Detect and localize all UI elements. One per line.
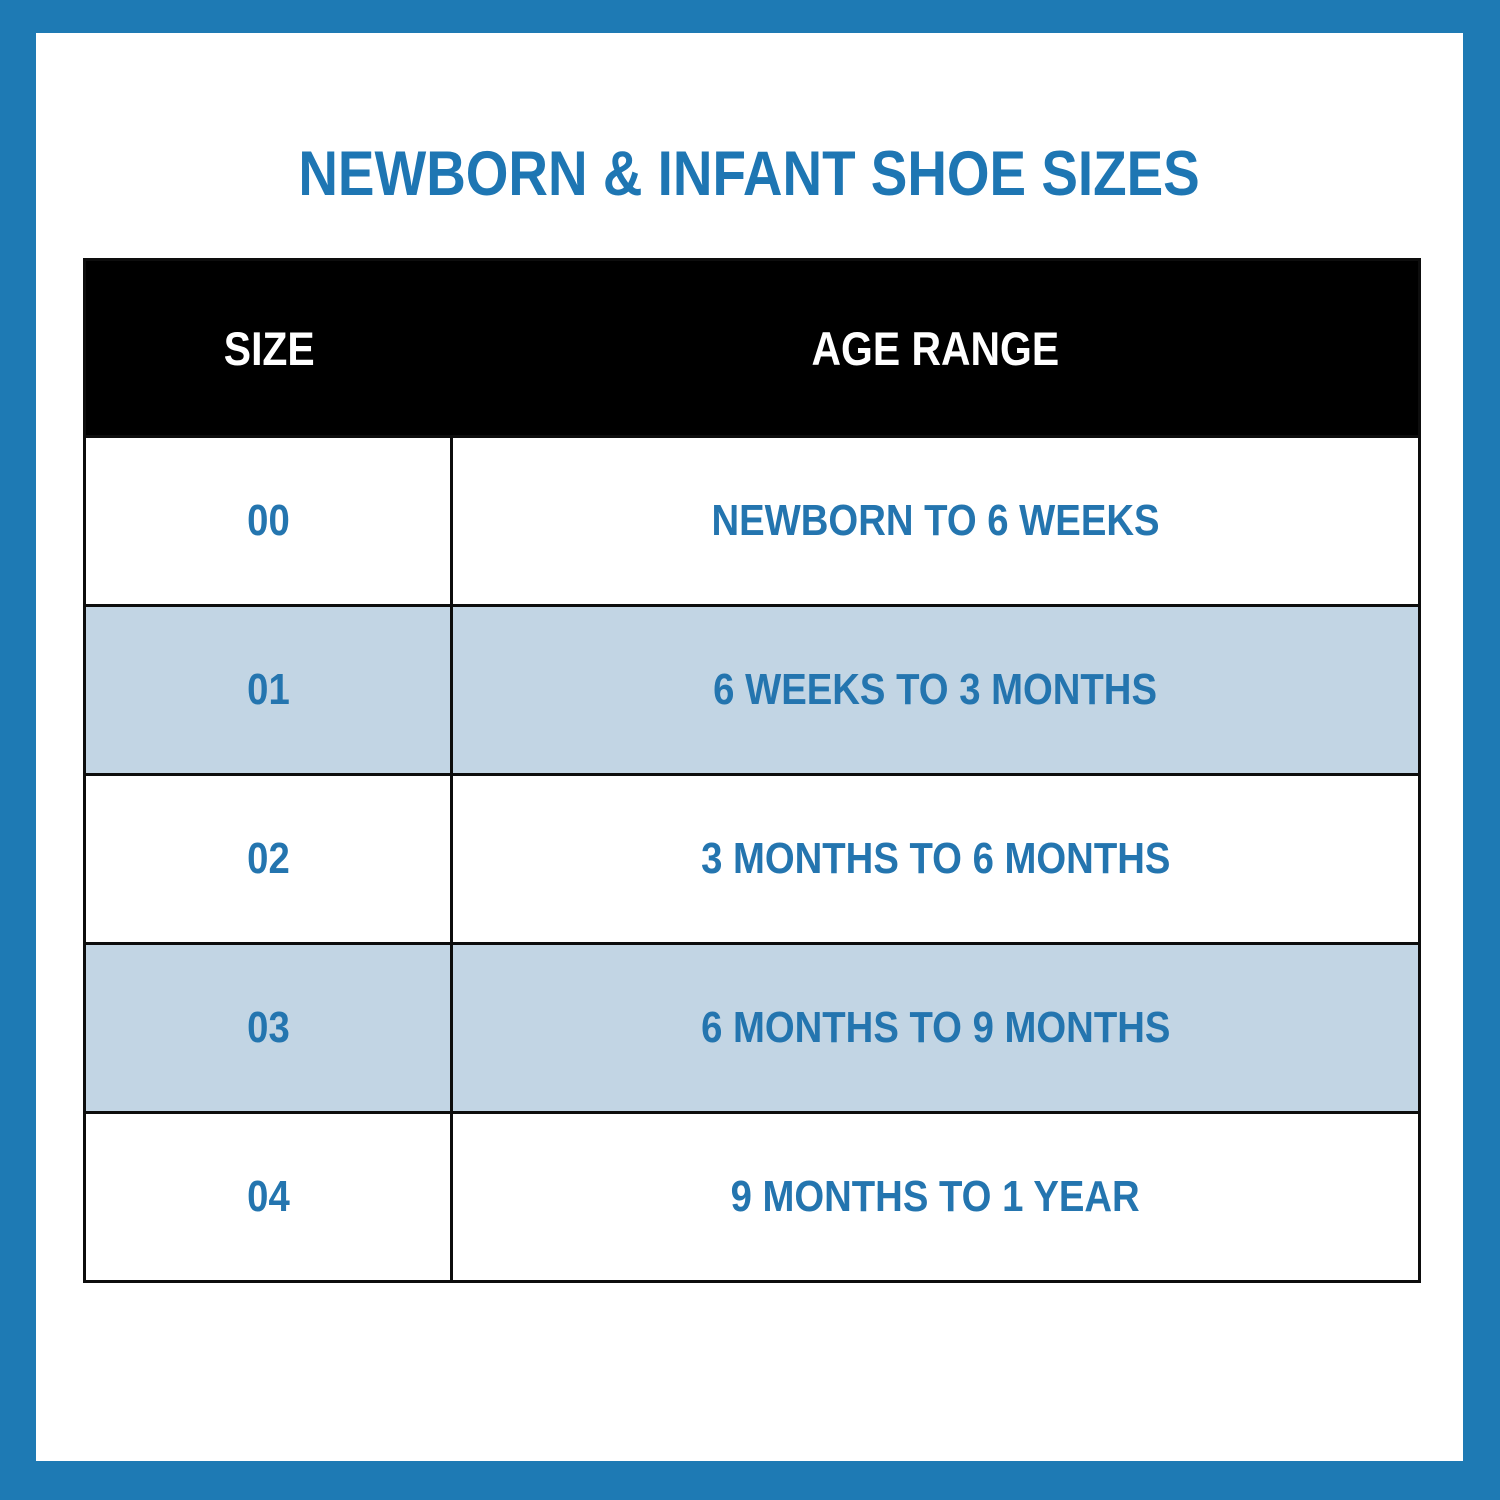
page-title-text: NEWBORN & INFANT SHOE SIZES [298, 139, 1201, 209]
table-header-row: SIZE AGE RANGE [86, 261, 1418, 435]
table-row: 00 NEWBORN TO 6 WEEKS [86, 435, 1418, 604]
age-range-value: 6 WEEKS TO 3 MONTHS [713, 665, 1158, 714]
size-value: 00 [246, 496, 290, 545]
table-row: 02 3 MONTHS TO 6 MONTHS [86, 773, 1418, 942]
table-row: 01 6 WEEKS TO 3 MONTHS [86, 604, 1418, 773]
table-body: 00 NEWBORN TO 6 WEEKS 01 6 WEEKS TO 3 MO… [86, 435, 1418, 1280]
cell-age-range: NEWBORN TO 6 WEEKS [453, 438, 1418, 604]
age-range-value: 6 MONTHS TO 9 MONTHS [700, 1003, 1171, 1052]
table-row: 04 9 MONTHS TO 1 YEAR [86, 1111, 1418, 1280]
cell-age-range: 3 MONTHS TO 6 MONTHS [453, 776, 1418, 942]
size-value: 03 [246, 1003, 290, 1052]
cell-size: 01 [86, 607, 453, 773]
size-value: 01 [246, 665, 290, 714]
table-row: 03 6 MONTHS TO 9 MONTHS [86, 942, 1418, 1111]
cell-size: 03 [86, 945, 453, 1111]
age-range-value: 9 MONTHS TO 1 YEAR [730, 1172, 1141, 1221]
cell-age-range: 9 MONTHS TO 1 YEAR [453, 1114, 1418, 1280]
page-title: NEWBORN & INFANT SHOE SIZES [36, 143, 1463, 206]
age-range-value: NEWBORN TO 6 WEEKS [711, 496, 1160, 545]
size-value: 04 [246, 1172, 290, 1221]
cell-size: 00 [86, 438, 453, 604]
cell-age-range: 6 WEEKS TO 3 MONTHS [453, 607, 1418, 773]
header-cell-age-range: AGE RANGE [453, 261, 1418, 435]
header-cell-size: SIZE [86, 261, 453, 435]
age-range-value: 3 MONTHS TO 6 MONTHS [700, 834, 1171, 883]
cell-size: 02 [86, 776, 453, 942]
content-panel: NEWBORN & INFANT SHOE SIZES SIZE AGE RAN… [36, 33, 1463, 1461]
size-value: 02 [246, 834, 290, 883]
header-size-label: SIZE [224, 321, 315, 375]
cell-age-range: 6 MONTHS TO 9 MONTHS [453, 945, 1418, 1111]
shoe-size-table: SIZE AGE RANGE 00 NEWBORN TO 6 WEEKS [83, 258, 1421, 1283]
header-age-range-label: AGE RANGE [811, 321, 1060, 375]
cell-size: 04 [86, 1114, 453, 1280]
